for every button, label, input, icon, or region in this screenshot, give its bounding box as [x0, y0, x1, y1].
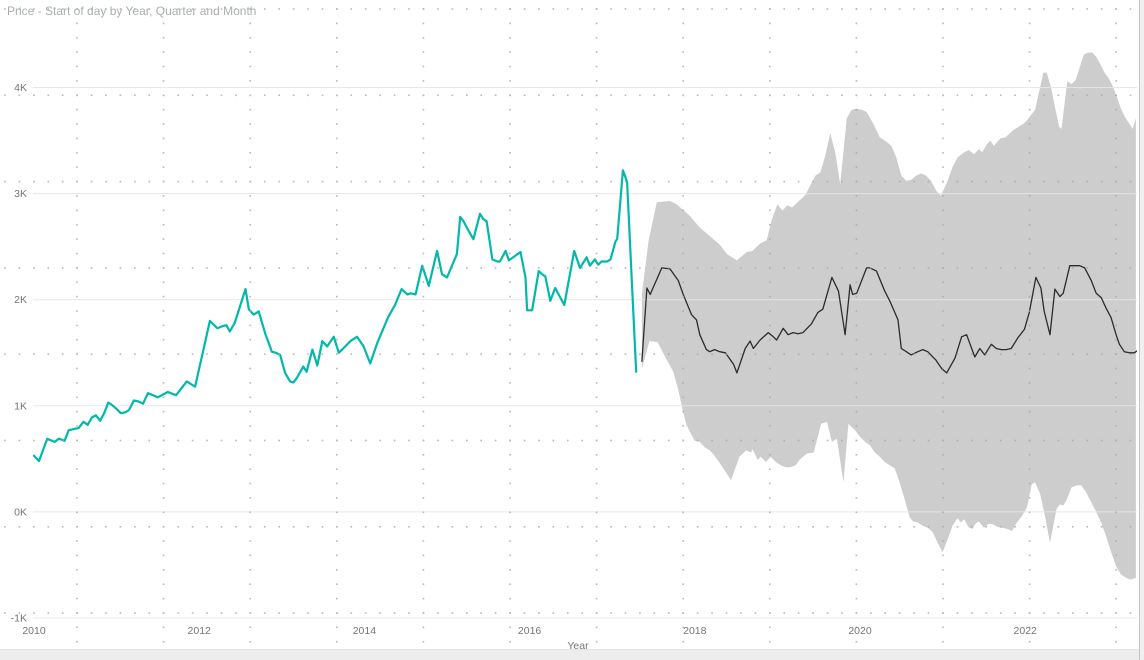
canvas-right-edge-scrollbar[interactable]	[1139, 0, 1144, 660]
y-tick-2K: 2K	[14, 294, 27, 306]
y-tick-0K: 0K	[14, 506, 27, 518]
x-tick-2012: 2012	[188, 625, 212, 637]
y-tick-1K: 1K	[14, 400, 27, 412]
plot-area	[33, 52, 1141, 619]
y-tick-3K: 3K	[14, 188, 27, 200]
x-tick-2016: 2016	[518, 625, 542, 637]
confidence-band	[641, 52, 1136, 580]
x-tick-2020: 2020	[848, 625, 872, 637]
x-tick-2018: 2018	[683, 625, 707, 637]
y-tick--1K: -1K	[11, 613, 27, 625]
x-tick-2014: 2014	[353, 625, 377, 637]
canvas-dot-grid	[4, 8, 1132, 643]
visual-title: Price - Start of day by Year, Quarter an…	[7, 4, 257, 18]
forecast-line[interactable]	[641, 265, 1141, 374]
y-tick-4K: 4K	[14, 82, 27, 94]
y-gridlines	[33, 87, 1137, 619]
canvas-bottom-edge	[0, 649, 1144, 660]
x-axis-labels: 2010 2012 2014 2016 2018 2020 2022	[22, 625, 1037, 637]
x-tick-2022: 2022	[1014, 625, 1038, 637]
y-axis-labels: 4K 3K 2K 1K 0K -1K	[11, 82, 27, 625]
history-line[interactable]	[33, 169, 638, 463]
x-tick-2010: 2010	[22, 625, 46, 637]
